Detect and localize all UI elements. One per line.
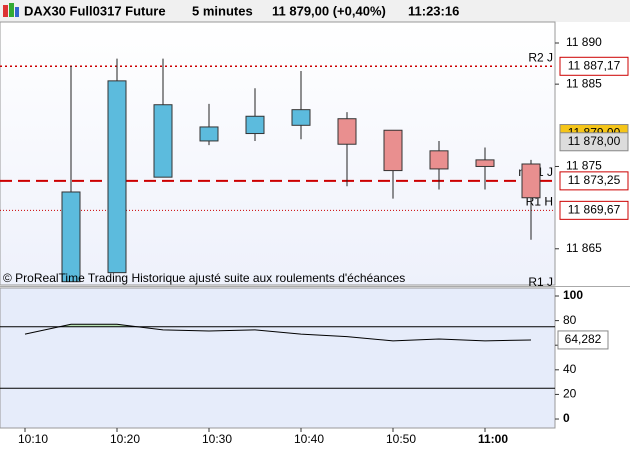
app-icon — [3, 3, 19, 17]
candle-body — [521, 163, 541, 199]
oscillator-panel — [0, 287, 556, 429]
pivot-level-box — [559, 56, 629, 76]
candle-body — [291, 109, 311, 126]
candle-body — [429, 150, 449, 170]
price-panel — [0, 21, 556, 286]
value-label: 64,282 — [565, 332, 602, 346]
y-tick-label: 20 — [563, 387, 577, 401]
price-label: 11 878,00 — [568, 134, 621, 148]
candle-body — [337, 118, 357, 145]
y-tick-label: 40 — [563, 362, 577, 376]
candle-body — [199, 126, 219, 142]
x-tick-label: 10:50 — [386, 432, 416, 446]
candle-body — [107, 80, 127, 274]
x-tick-label: 10:10 — [18, 432, 48, 446]
y-tick-label: 11 875 — [566, 159, 602, 173]
pivot-level-label: 11 887,17 — [568, 58, 621, 72]
interval: 5 minutes — [192, 3, 253, 18]
y-tick-label: 80 — [563, 313, 577, 327]
header-bar — [0, 0, 630, 22]
y-tick-label: 100 — [563, 288, 583, 302]
pivot-level-label: 11 869,67 — [568, 203, 621, 217]
clock: 11:23:16 — [408, 3, 459, 18]
pivot-level-label: 11 873,25 — [568, 173, 621, 187]
x-tick-label: 10:40 — [294, 432, 324, 446]
candle-body — [153, 104, 173, 178]
candle-body — [383, 129, 403, 172]
y-tick-label: 11 890 — [566, 35, 602, 49]
copyright-note: © ProRealTime Trading Historique ajusté … — [3, 271, 405, 285]
pivot-level-box — [559, 200, 629, 220]
last-price: 11 879,00 (+0,40%) — [272, 3, 386, 18]
instrument-title: DAX30 Full0317 Future — [24, 3, 166, 18]
y-tick-label: 11 865 — [566, 241, 602, 255]
candle-body — [61, 191, 81, 283]
pivot-level-name: R2 J — [528, 50, 553, 64]
x-tick-label: 11:00 — [478, 432, 508, 446]
x-tick-label: 10:20 — [110, 432, 140, 446]
price-label-box — [559, 132, 629, 152]
clipped-level-name: R1 J — [528, 275, 553, 289]
oscillator-line — [24, 323, 532, 342]
x-tick-label: 10:30 — [202, 432, 232, 446]
candle-body — [245, 115, 265, 135]
pivot-level-box — [559, 171, 629, 191]
y-tick-label: 0 — [563, 411, 570, 425]
candle-body — [475, 159, 495, 167]
y-tick-label: 11 885 — [566, 76, 602, 90]
value-label-box — [557, 330, 609, 350]
